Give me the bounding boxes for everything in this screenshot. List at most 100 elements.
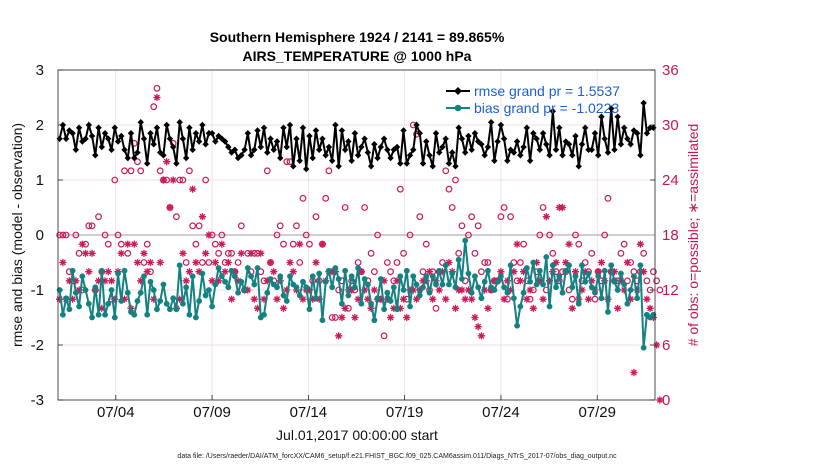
xtick-label: 07/04 <box>97 404 135 421</box>
bias-point <box>358 300 365 307</box>
rmse-point <box>374 154 381 162</box>
obs-assimilated-point <box>107 277 116 285</box>
obs-assimilated-point <box>393 277 401 285</box>
rmse-point <box>286 121 294 129</box>
obs-possible-point <box>604 194 612 202</box>
rmse-point <box>85 121 93 129</box>
obs-assimilated-point <box>445 258 453 267</box>
rmse-point <box>345 138 352 145</box>
rmse-point <box>215 132 222 140</box>
rmse-point <box>500 135 508 142</box>
obs-possible-point <box>452 176 459 184</box>
obs-assimilated-point <box>104 268 112 276</box>
rmse-point <box>354 152 362 159</box>
obs-possible-point <box>56 231 64 239</box>
obs-assimilated-point <box>396 304 404 312</box>
obs-assimilated-point <box>78 240 86 248</box>
obs-assimilated-point <box>88 249 96 257</box>
bias-point <box>413 281 420 288</box>
bias-point <box>89 314 95 321</box>
obs-possible-point <box>484 259 492 266</box>
obs-possible-point <box>59 231 67 239</box>
obs-assimilated-point <box>166 203 174 212</box>
obs-assimilated-point <box>65 277 73 285</box>
obs-assimilated-point <box>536 277 544 285</box>
obs-assimilated-point <box>640 268 648 276</box>
bias-point <box>154 306 160 313</box>
bias-point <box>244 265 251 271</box>
x-axis-label: Jul.01,2017 00:00:00 start <box>276 427 438 443</box>
rmse-point <box>539 130 547 137</box>
rmse-point <box>234 154 242 162</box>
obs-assimilated-point <box>526 286 534 294</box>
bias-point <box>527 278 533 285</box>
obs-assimilated-point <box>380 277 388 285</box>
rmse-point <box>468 146 475 153</box>
rmse-point <box>105 135 112 142</box>
obs-assimilated-point <box>471 313 479 322</box>
bias-point <box>319 317 326 324</box>
obs-assimilated-point <box>195 268 203 276</box>
obs-assimilated-point <box>461 295 469 303</box>
obs-possible-point <box>387 268 394 276</box>
rmse-point <box>413 121 420 129</box>
obs-assimilated-point <box>562 258 570 267</box>
bias-point <box>562 267 569 274</box>
rmse-point <box>361 135 368 142</box>
rmse-point <box>630 127 638 134</box>
bias-point <box>215 265 222 271</box>
bias-point <box>579 262 585 269</box>
rmse-point <box>335 163 342 170</box>
bias-point <box>514 322 521 329</box>
rmse-point <box>530 130 537 137</box>
obs-possible-point <box>176 176 184 184</box>
rmse-point <box>461 149 469 156</box>
obs-assimilated-point <box>85 268 93 276</box>
obs-assimilated-point <box>59 258 67 267</box>
rmse-point <box>332 121 339 129</box>
bias-point <box>196 298 203 304</box>
obs-assimilated-point <box>266 258 275 267</box>
rmse-point <box>507 146 514 153</box>
bias-point <box>202 292 209 299</box>
ytick-left-label: -3 <box>31 392 44 409</box>
obs-possible-point <box>393 259 401 266</box>
rmse-point <box>202 141 209 148</box>
rmse-point <box>351 130 359 137</box>
obs-possible-point <box>601 231 609 239</box>
obs-assimilated-point <box>124 240 132 248</box>
obs-possible-point <box>370 268 378 276</box>
rmse-point <box>251 146 258 153</box>
obs-possible-point <box>273 231 281 239</box>
rmse-point <box>169 143 177 151</box>
rmse-point <box>69 130 76 137</box>
obs-possible-point <box>465 231 472 239</box>
rmse-point <box>533 135 540 142</box>
bias-point <box>180 300 186 307</box>
bias-point <box>137 289 144 296</box>
bias-point <box>218 273 225 280</box>
obs-assimilated-point <box>513 240 521 248</box>
bias-point <box>92 284 99 291</box>
obs-possible-point <box>75 249 83 257</box>
obs-possible-point <box>620 240 628 248</box>
rmse-point <box>95 124 102 131</box>
rmse-point <box>543 141 550 148</box>
rmse-point <box>325 143 333 151</box>
bias-point <box>235 289 241 296</box>
plot-border <box>57 69 656 401</box>
obs-assimilated-point <box>257 249 265 257</box>
obs-possible-point <box>448 204 456 211</box>
obs-assimilated-point <box>305 286 314 294</box>
rmse-point <box>565 141 573 148</box>
obs-possible-point <box>422 240 430 248</box>
obs-assimilated-point <box>279 304 288 312</box>
bias-point <box>95 311 102 318</box>
obs-assimilated-point <box>101 277 109 285</box>
rmse-point <box>283 143 290 151</box>
rmse-point <box>620 124 628 131</box>
obs-assimilated-point <box>247 249 255 257</box>
obs-possible-point <box>289 240 297 248</box>
rmse-point <box>225 143 232 151</box>
bias-point <box>280 292 287 299</box>
